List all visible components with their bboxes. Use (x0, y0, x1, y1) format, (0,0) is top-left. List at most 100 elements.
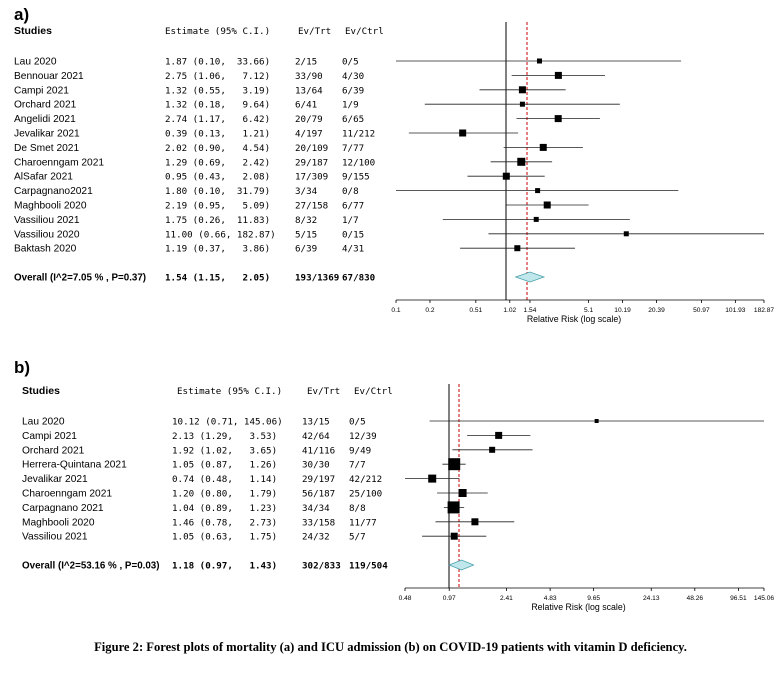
overall-label-b: Overall (I^2=53.16 % , P=0.03) (22, 561, 160, 572)
study-ev-ctrl: 1/7 (342, 215, 359, 226)
study-estimate: 1.04 (0.89, 1.23) (172, 503, 277, 514)
study-name: Jevalikar 2021 (22, 474, 88, 485)
study-ev-trt: 20/79 (295, 114, 323, 125)
study-name: Vassiliou 2021 (14, 215, 80, 226)
study-ev-trt: 42/64 (302, 431, 330, 442)
study-ev-ctrl: 9/155 (342, 172, 370, 183)
study-estimate: 0.95 (0.43, 2.08) (165, 172, 270, 183)
study-name: Jevalikar 2021 (14, 129, 80, 140)
study-name: Vassiliou 2020 (14, 229, 80, 240)
header-studies-b: Studies (22, 385, 60, 397)
study-ev-trt: 29/197 (302, 474, 335, 485)
study-name: Carpagnano2021 (14, 186, 93, 197)
study-name: Bennouar 2021 (14, 71, 84, 82)
x-tick-label: 1.54 (524, 307, 537, 314)
study-ev-trt: 30/30 (302, 460, 330, 471)
x-tick-label: 0.48 (399, 595, 412, 602)
estimate-box (594, 419, 599, 423)
x-tick-label: 2.41 (500, 595, 513, 602)
estimate-box (536, 58, 542, 64)
study-ev-trt: 4/197 (295, 129, 323, 140)
estimate-box (458, 489, 467, 497)
study-estimate: 1.05 (0.87, 1.26) (172, 460, 277, 471)
study-ev-trt: 24/32 (302, 532, 330, 543)
study-ev-ctrl: 11/77 (349, 517, 377, 528)
overall-ev-ctrl-b: 119/504 (349, 561, 388, 572)
estimate-box (502, 172, 510, 180)
study-name: Angelidi 2021 (14, 114, 76, 125)
figure-caption: Figure 2: Forest plots of mortality (a) … (94, 640, 687, 654)
study-ev-ctrl: 0/5 (349, 417, 366, 428)
overall-diamond-a (514, 271, 546, 283)
study-ev-trt: 27/158 (295, 201, 328, 212)
x-tick-label: 145.06 (754, 595, 775, 602)
study-name: Lau 2020 (14, 57, 57, 68)
study-ev-ctrl: 1/9 (342, 100, 359, 111)
study-name: Campi 2021 (14, 85, 69, 96)
study-estimate: 1.19 (0.37, 3.86) (165, 244, 270, 255)
x-tick-label: 0.97 (443, 595, 456, 602)
study-estimate: 1.80 (0.10, 31.79) (165, 186, 270, 197)
study-ev-trt: 41/116 (302, 445, 335, 456)
x-tick-label: 24.13 (643, 595, 660, 602)
study-ev-ctrl: 8/8 (349, 503, 366, 514)
estimate-box (448, 458, 461, 471)
x-tick-label: 182.87 (754, 307, 775, 314)
study-estimate: 0.74 (0.48, 1.14) (172, 474, 277, 485)
study-ev-trt: 2/15 (295, 57, 317, 68)
study-ev-trt: 33/158 (302, 517, 335, 528)
study-ev-ctrl: 12/39 (349, 431, 377, 442)
estimate-box (517, 157, 526, 166)
study-name: De Smet 2021 (14, 143, 79, 154)
estimate-box (543, 201, 551, 209)
study-estimate: 2.74 (1.17, 6.42) (165, 114, 270, 125)
study-ev-ctrl: 4/31 (342, 244, 364, 255)
study-name: Vassiliou 2021 (22, 532, 88, 543)
study-ev-trt: 3/34 (295, 186, 318, 197)
study-ev-ctrl: 0/8 (342, 186, 359, 197)
x-tick-label: 0.2 (425, 307, 434, 314)
header-ev-trt-a: Ev/Trt (298, 26, 331, 37)
header-ev-ctrl-a: Ev/Ctrl (345, 26, 384, 37)
x-tick-label: 0.51 (469, 307, 482, 314)
x-tick-label: 101.93 (725, 307, 746, 314)
panel-label-b: b) (14, 358, 30, 377)
estimate-box (554, 115, 562, 123)
header-ev-trt-b: Ev/Trt (307, 386, 340, 397)
study-name: Lau 2020 (22, 417, 65, 428)
study-name: Maghbooli 2020 (22, 517, 95, 528)
x-tick-label: 20.39 (648, 307, 665, 314)
estimate-box (514, 245, 521, 252)
study-estimate: 2.02 (0.90, 4.54) (165, 143, 270, 154)
study-estimate: 1.05 (0.63, 1.75) (172, 532, 277, 543)
panel-label-a: a) (14, 5, 29, 24)
study-name: Maghbooli 2020 (14, 201, 87, 212)
study-ev-trt: 13/64 (295, 85, 323, 96)
study-name: Campi 2021 (22, 431, 77, 442)
study-ev-trt: 13/15 (302, 417, 330, 428)
estimate-box (459, 129, 467, 137)
estimate-box (447, 501, 460, 514)
study-ev-ctrl: 7/7 (349, 460, 366, 471)
study-ev-ctrl: 25/100 (349, 489, 382, 500)
study-ev-trt: 56/187 (302, 489, 335, 500)
study-ev-trt: 6/39 (295, 244, 317, 255)
study-ev-ctrl: 9/49 (349, 445, 371, 456)
x-tick-label: 50.97 (693, 307, 710, 314)
study-ev-ctrl: 6/77 (342, 201, 364, 212)
x-axis-title-a: Relative Risk (log scale) (527, 314, 621, 324)
study-estimate: 1.92 (1.02, 3.65) (172, 445, 277, 456)
study-ev-trt: 34/34 (302, 503, 330, 514)
study-estimate: 11.00 (0.66, 182.87) (165, 229, 276, 240)
study-estimate: 2.13 (1.29, 3.53) (172, 431, 277, 442)
overall-ev-ctrl-a: 67/830 (342, 273, 375, 284)
study-estimate: 1.87 (0.10, 33.66) (165, 57, 270, 68)
header-ev-ctrl-b: Ev/Ctrl (354, 386, 393, 397)
study-ev-ctrl: 5/7 (349, 532, 366, 543)
study-name: Charoenngam 2021 (14, 157, 104, 168)
study-name: Orchard 2021 (14, 100, 77, 111)
study-estimate: 0.39 (0.13, 1.21) (165, 129, 270, 140)
header-estimate-b: Estimate (95% C.I.) (177, 386, 282, 397)
study-ev-trt: 20/109 (295, 143, 328, 154)
